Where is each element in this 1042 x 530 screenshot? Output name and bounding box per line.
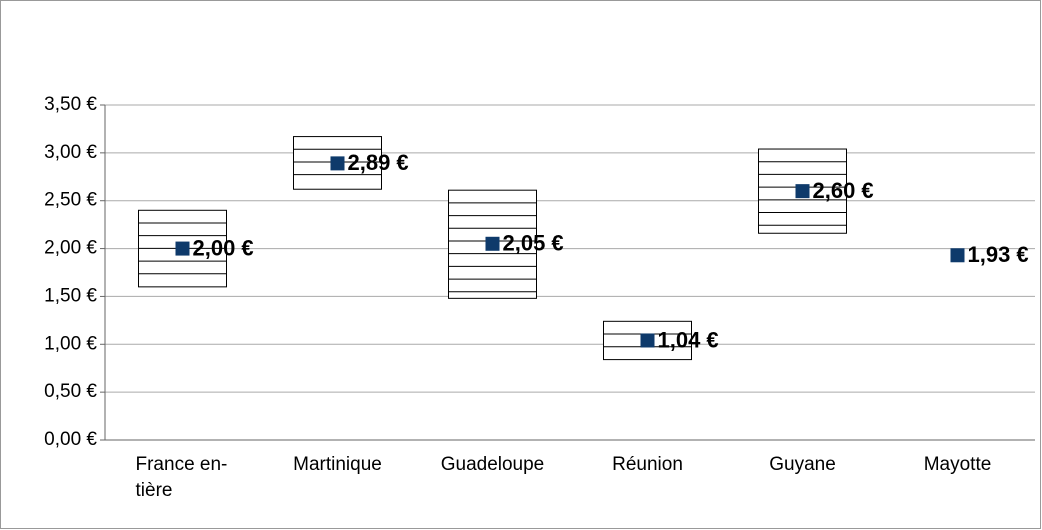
range-box bbox=[603, 320, 692, 361]
x-tick-label: Guadeloupe bbox=[440, 454, 545, 475]
x-tick-label: Mayotte bbox=[923, 454, 992, 475]
point-marker bbox=[175, 241, 190, 256]
point-marker bbox=[640, 333, 655, 348]
x-tick-label: Martinique bbox=[293, 454, 382, 475]
value-label: 2,05 € bbox=[503, 231, 564, 256]
range-box bbox=[138, 209, 227, 288]
x-tick-label: Guyane bbox=[769, 454, 836, 475]
value-label: 2,60 € bbox=[813, 178, 874, 203]
value-label: 2,00 € bbox=[193, 235, 254, 260]
range-box bbox=[758, 148, 847, 234]
point-marker bbox=[485, 236, 500, 251]
y-tick-label: 2,00 € bbox=[44, 238, 97, 259]
point-marker bbox=[330, 156, 345, 171]
point-marker bbox=[795, 184, 810, 199]
y-tick-label: 0,50 € bbox=[44, 381, 97, 402]
value-label: 1,04 € bbox=[658, 327, 719, 352]
y-tick-label: 0,00 € bbox=[44, 429, 97, 450]
y-tick-label: 2,50 € bbox=[44, 190, 97, 211]
y-tick-label: 1,50 € bbox=[44, 285, 97, 306]
x-tick-label: France en-tière bbox=[135, 454, 228, 501]
y-tick-label: 3,00 € bbox=[44, 142, 97, 163]
value-label: 1,93 € bbox=[968, 242, 1029, 267]
y-tick-label: 1,00 € bbox=[44, 333, 97, 354]
y-tick-label: 3,50 € bbox=[44, 94, 97, 115]
range-box bbox=[603, 320, 692, 361]
value-label: 2,89 € bbox=[348, 150, 409, 175]
x-tick-label: Réunion bbox=[612, 454, 683, 475]
point-marker bbox=[950, 248, 965, 263]
